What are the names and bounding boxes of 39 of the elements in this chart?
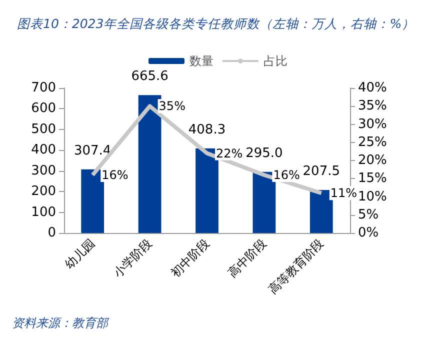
x-tick-label: 小学阶段 <box>110 236 155 280</box>
data-label: 408.3 <box>188 122 226 138</box>
y2-tick-label: 35% <box>358 98 387 114</box>
legend-label: 数量 <box>190 54 214 68</box>
bar <box>310 190 333 233</box>
data-label: 11% <box>330 186 358 200</box>
bar <box>81 169 104 233</box>
y-tick-label: 600 <box>31 101 56 116</box>
y2-tick-label: 30% <box>358 116 387 132</box>
y-tick-label: 0 <box>48 226 56 240</box>
text: 资料来源：教育部 <box>12 316 110 330</box>
data-label: 35% <box>158 99 186 114</box>
y2-tick-label: 5% <box>358 207 379 222</box>
y2-tick-label: 10% <box>358 189 387 204</box>
x-tick-label: 初中阶段 <box>168 236 212 280</box>
y2-tick-label: 0% <box>358 226 379 240</box>
data-label: 307.4 <box>74 143 112 158</box>
data-label: 295.0 <box>246 146 283 161</box>
y-tick-label: 100 <box>31 204 56 220</box>
x-tick-label: 幼儿园 <box>62 236 98 272</box>
y-tick-label: 200 <box>31 184 56 200</box>
data-label: 16% <box>273 168 300 182</box>
data-label: 22% <box>216 146 243 160</box>
data-label: 665.6 <box>131 69 168 84</box>
data-label: 16% <box>102 168 128 182</box>
y-tick-label: 500 <box>31 122 56 137</box>
y-tick-label: 700 <box>31 80 56 96</box>
bar <box>138 95 162 233</box>
bar <box>252 172 276 233</box>
y2-tick-label: 20% <box>358 153 387 168</box>
bar <box>196 148 218 233</box>
y2-tick-label: 40% <box>358 80 387 96</box>
y-tick-label: 300 <box>31 163 56 178</box>
data-label: 207.5 <box>302 164 340 180</box>
legend-label: 占比 <box>264 54 288 68</box>
y2-tick-label: 15% <box>358 171 387 186</box>
y-tick-label: 400 <box>31 142 56 158</box>
chart-title: 图表10：2023年全国各级各类专任教师数（左轴：万人，右轴：%） <box>17 16 415 31</box>
y2-tick-label: 25% <box>358 134 387 150</box>
